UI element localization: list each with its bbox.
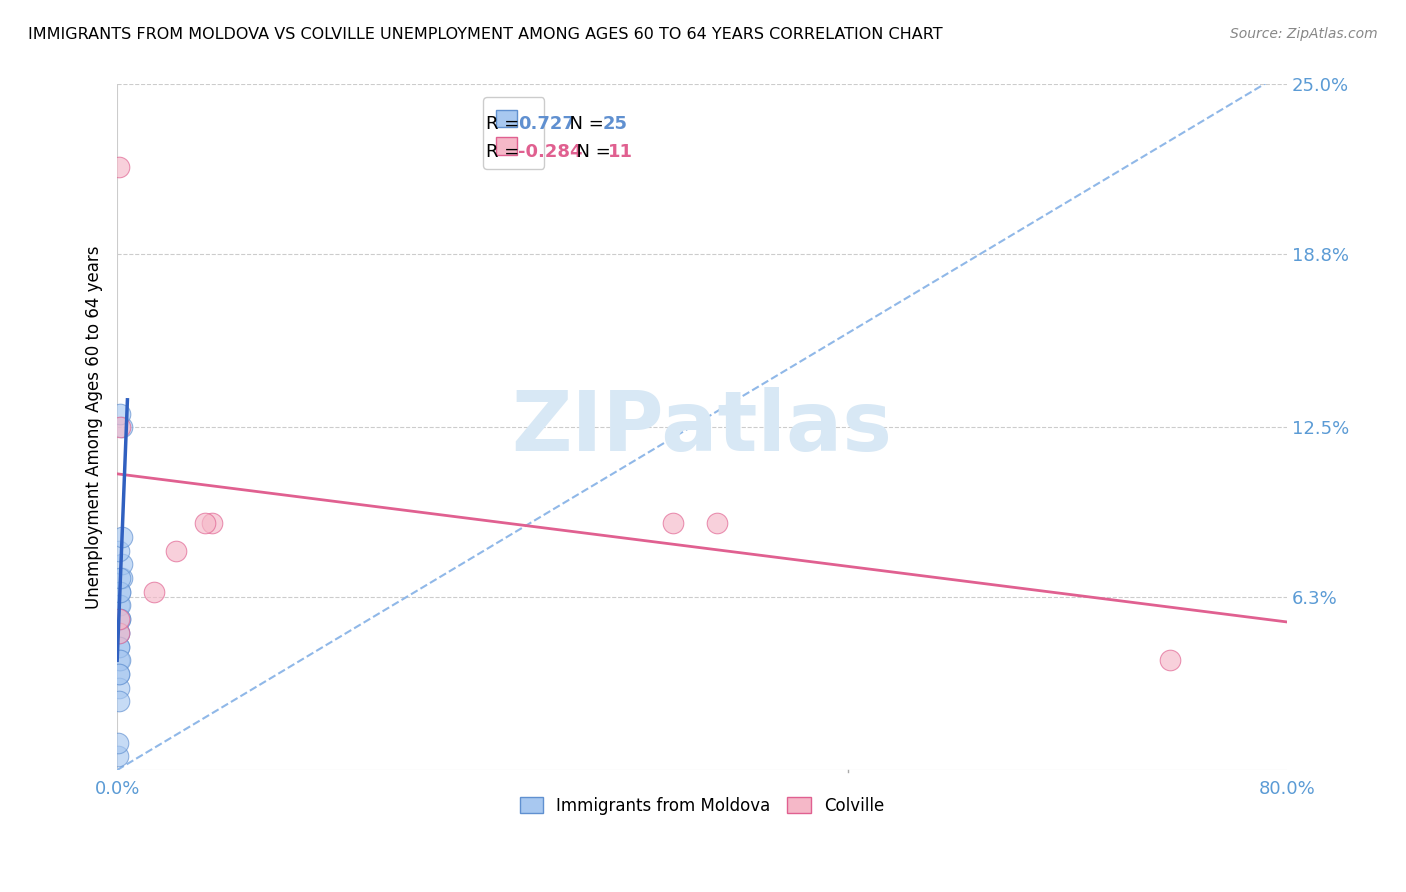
Point bbox=[107, 653, 129, 667]
Point bbox=[110, 420, 132, 434]
Text: -0.284: -0.284 bbox=[519, 143, 583, 161]
Point bbox=[107, 543, 129, 558]
Point bbox=[194, 516, 217, 531]
Point bbox=[108, 584, 131, 599]
Point bbox=[108, 599, 131, 613]
Point bbox=[142, 584, 165, 599]
Point bbox=[107, 681, 129, 695]
Point bbox=[108, 407, 131, 421]
Point bbox=[108, 612, 131, 626]
Legend: Immigrants from Moldova, Colville: Immigrants from Moldova, Colville bbox=[512, 789, 893, 823]
Text: IMMIGRANTS FROM MOLDOVA VS COLVILLE UNEMPLOYMENT AMONG AGES 60 TO 64 YEARS CORRE: IMMIGRANTS FROM MOLDOVA VS COLVILLE UNEM… bbox=[28, 27, 943, 42]
Point bbox=[107, 667, 129, 681]
Point bbox=[201, 516, 224, 531]
Point bbox=[1159, 653, 1181, 667]
Text: 25: 25 bbox=[603, 115, 627, 133]
Point bbox=[706, 516, 728, 531]
Point bbox=[107, 626, 129, 640]
Point bbox=[165, 543, 187, 558]
Point bbox=[108, 420, 131, 434]
Text: N =: N = bbox=[565, 143, 617, 161]
Text: 11: 11 bbox=[609, 143, 633, 161]
Point bbox=[107, 735, 129, 749]
Point bbox=[107, 667, 129, 681]
Point bbox=[108, 584, 131, 599]
Point bbox=[107, 640, 129, 654]
Point bbox=[661, 516, 683, 531]
Text: 0.727: 0.727 bbox=[519, 115, 575, 133]
Point bbox=[108, 571, 131, 585]
Y-axis label: Unemployment Among Ages 60 to 64 years: Unemployment Among Ages 60 to 64 years bbox=[86, 245, 103, 609]
Point bbox=[107, 599, 129, 613]
Point bbox=[107, 749, 129, 764]
Point bbox=[107, 612, 129, 626]
Point bbox=[107, 640, 129, 654]
Text: R =: R = bbox=[485, 115, 524, 133]
Point bbox=[107, 694, 129, 708]
Point bbox=[110, 558, 132, 572]
Point bbox=[110, 530, 132, 544]
Text: Source: ZipAtlas.com: Source: ZipAtlas.com bbox=[1230, 27, 1378, 41]
Point bbox=[110, 571, 132, 585]
Text: R =: R = bbox=[485, 143, 524, 161]
Point bbox=[108, 612, 131, 626]
Text: ZIPatlas: ZIPatlas bbox=[512, 387, 893, 467]
Point bbox=[107, 160, 129, 174]
Text: N =: N = bbox=[558, 115, 610, 133]
Point bbox=[107, 626, 129, 640]
Point bbox=[108, 653, 131, 667]
Point bbox=[107, 626, 129, 640]
